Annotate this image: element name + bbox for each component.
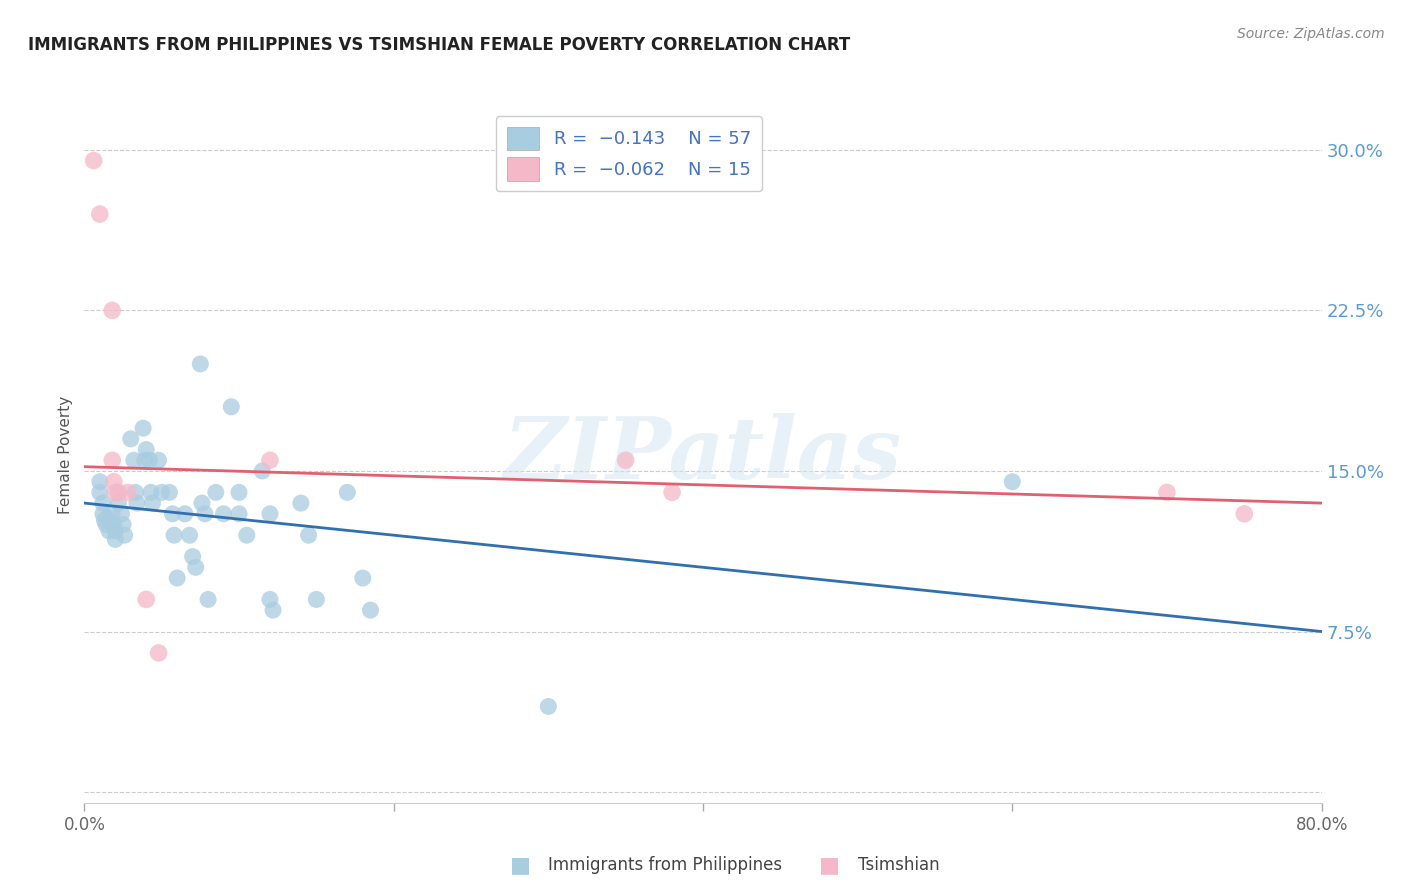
Point bbox=[103, 475, 125, 489]
Point bbox=[188, 357, 212, 371]
Point bbox=[228, 507, 250, 521]
Point bbox=[1001, 475, 1024, 489]
Point bbox=[360, 603, 382, 617]
Legend: R =  −0.143    N = 57, R =  −0.062    N = 15: R = −0.143 N = 57, R = −0.062 N = 15 bbox=[496, 116, 762, 192]
Point bbox=[117, 485, 139, 500]
Point bbox=[89, 207, 111, 221]
Y-axis label: Female Poverty: Female Poverty bbox=[58, 396, 73, 514]
Point bbox=[194, 507, 217, 521]
Point bbox=[661, 485, 683, 500]
Point bbox=[205, 485, 228, 500]
Point bbox=[122, 453, 145, 467]
Point bbox=[98, 524, 121, 538]
Point bbox=[1233, 507, 1256, 521]
Point bbox=[89, 485, 111, 500]
Text: Immigrants from Philippines: Immigrants from Philippines bbox=[548, 856, 783, 874]
Point bbox=[91, 507, 114, 521]
Point bbox=[174, 507, 197, 521]
Point bbox=[120, 432, 142, 446]
Point bbox=[114, 528, 136, 542]
Point bbox=[89, 475, 111, 489]
Point bbox=[262, 603, 284, 617]
Point bbox=[212, 507, 235, 521]
Point bbox=[163, 528, 186, 542]
Point bbox=[162, 507, 184, 521]
Point bbox=[110, 507, 132, 521]
Point bbox=[159, 485, 181, 500]
Point bbox=[112, 517, 135, 532]
Point bbox=[132, 421, 155, 435]
Point bbox=[537, 699, 560, 714]
Point bbox=[614, 453, 637, 467]
Point bbox=[134, 453, 156, 467]
Point bbox=[336, 485, 359, 500]
Point bbox=[93, 513, 115, 527]
Point bbox=[191, 496, 214, 510]
Point bbox=[305, 592, 328, 607]
Point bbox=[101, 453, 124, 467]
Point bbox=[139, 485, 162, 500]
Text: ZIPatlas: ZIPatlas bbox=[503, 413, 903, 497]
Point bbox=[107, 485, 129, 500]
Point bbox=[259, 507, 281, 521]
Point bbox=[252, 464, 274, 478]
Point bbox=[290, 496, 312, 510]
Point bbox=[125, 496, 148, 510]
Point bbox=[97, 511, 120, 525]
Point bbox=[298, 528, 321, 542]
Point bbox=[228, 485, 250, 500]
Point bbox=[148, 453, 170, 467]
Point bbox=[91, 496, 114, 510]
Text: ■: ■ bbox=[820, 855, 839, 875]
Point bbox=[101, 303, 124, 318]
Text: IMMIGRANTS FROM PHILIPPINES VS TSIMSHIAN FEMALE POVERTY CORRELATION CHART: IMMIGRANTS FROM PHILIPPINES VS TSIMSHIAN… bbox=[28, 36, 851, 54]
Point bbox=[83, 153, 105, 168]
Point bbox=[135, 592, 157, 607]
Point bbox=[197, 592, 219, 607]
Point bbox=[104, 533, 127, 547]
Point bbox=[104, 524, 127, 538]
Point bbox=[135, 442, 157, 457]
Text: ■: ■ bbox=[510, 855, 530, 875]
Text: Source: ZipAtlas.com: Source: ZipAtlas.com bbox=[1237, 27, 1385, 41]
Point bbox=[181, 549, 204, 564]
Point bbox=[141, 496, 163, 510]
Point bbox=[107, 496, 129, 510]
Text: Tsimshian: Tsimshian bbox=[858, 856, 939, 874]
Point bbox=[236, 528, 259, 542]
Point bbox=[184, 560, 207, 574]
Point bbox=[104, 485, 127, 500]
Point bbox=[259, 453, 281, 467]
Point bbox=[259, 592, 281, 607]
Point bbox=[94, 517, 117, 532]
Point bbox=[124, 485, 146, 500]
Point bbox=[148, 646, 170, 660]
Point bbox=[1156, 485, 1178, 500]
Point bbox=[221, 400, 243, 414]
Point bbox=[150, 485, 173, 500]
Point bbox=[101, 507, 124, 521]
Point bbox=[352, 571, 374, 585]
Point bbox=[103, 517, 125, 532]
Point bbox=[179, 528, 201, 542]
Point bbox=[138, 453, 160, 467]
Point bbox=[166, 571, 188, 585]
